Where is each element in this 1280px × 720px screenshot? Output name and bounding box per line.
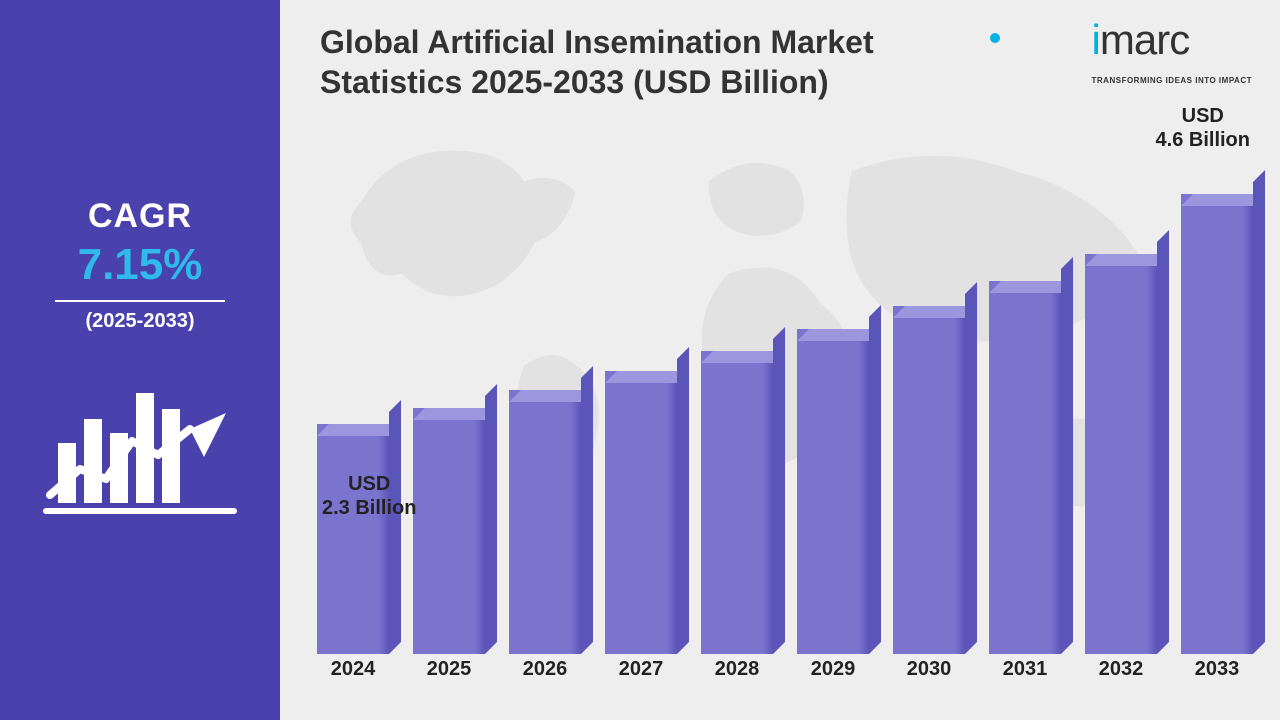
callout-line1: USD [1156, 104, 1250, 128]
title-line1: Global Artificial Insemination Market [320, 24, 874, 60]
callout-line1: USD [322, 472, 416, 496]
bar-side [965, 282, 977, 654]
bar [893, 306, 965, 654]
bar-front [317, 424, 389, 654]
title-line2: Statistics 2025-2033 (USD Billion) [320, 64, 829, 100]
bar-item [316, 424, 390, 654]
bar-side [389, 400, 401, 654]
bar-side [485, 384, 497, 654]
growth-chart-icon [40, 363, 240, 523]
bar [1181, 194, 1253, 654]
bar-side [581, 366, 593, 654]
bars-container [310, 174, 1260, 654]
cagr-period: (2025-2033) [86, 310, 195, 333]
bar [1085, 254, 1157, 654]
x-axis-labels: 2024 2025 2026 2027 2028 2029 2030 2031 2032 2033 [310, 658, 1260, 694]
bar [989, 281, 1061, 654]
bar-item [1180, 194, 1254, 654]
bar-item [508, 390, 582, 654]
bar-item [1084, 254, 1158, 654]
logo-wordmark: imarc [1092, 16, 1252, 64]
divider [55, 300, 225, 302]
logo-dot-icon [990, 33, 1000, 43]
bar [509, 390, 581, 654]
chart-title: Global Artificial Insemination Market St… [320, 22, 874, 102]
x-axis-label: 2032 [1084, 658, 1158, 694]
x-axis-label: 2025 [412, 658, 486, 694]
bar-side [869, 305, 881, 654]
logo-tagline: TRANSFORMING IDEAS INTO IMPACT [1092, 76, 1252, 85]
bar [317, 424, 389, 654]
page: CAGR 7.15% (2025-2033) [0, 0, 1280, 720]
bar-side [1061, 257, 1073, 654]
x-axis-label: 2029 [796, 658, 870, 694]
callout-line2: 4.6 Billion [1156, 128, 1250, 152]
x-axis-label: 2033 [1180, 658, 1254, 694]
x-axis-label: 2027 [604, 658, 678, 694]
bar-side [1157, 230, 1169, 654]
bar-item [604, 371, 678, 654]
x-axis-label: 2024 [316, 658, 390, 694]
bar [605, 371, 677, 654]
bar-item [988, 281, 1062, 654]
end-value-callout: USD 4.6 Billion [1156, 104, 1250, 152]
bar-item [700, 351, 774, 654]
cagr-value: 7.15% [78, 240, 203, 290]
start-value-callout: USD 2.3 Billion [322, 472, 416, 520]
bar [797, 329, 869, 654]
callout-line2: 2.3 Billion [322, 496, 416, 520]
x-axis-label: 2031 [988, 658, 1062, 694]
bar-side [1253, 170, 1265, 654]
bar-front [893, 306, 965, 654]
cagr-label: CAGR [88, 197, 192, 236]
x-axis-label: 2026 [508, 658, 582, 694]
bar-item [796, 329, 870, 654]
bar-front [605, 371, 677, 654]
bar-front [797, 329, 869, 654]
bar-item [892, 306, 966, 654]
main-panel: Global Artificial Insemination Market St… [280, 0, 1280, 720]
bar-front [509, 390, 581, 654]
brand-logo: imarc TRANSFORMING IDEAS INTO IMPACT [1092, 16, 1252, 85]
sidebar-panel: CAGR 7.15% (2025-2033) [0, 0, 280, 720]
bar [701, 351, 773, 654]
bar-front [701, 351, 773, 654]
bar-front [989, 281, 1061, 654]
bar-side [677, 347, 689, 654]
bar-front [1181, 194, 1253, 654]
bar [413, 408, 485, 654]
bar-chart: 2024 2025 2026 2027 2028 2029 2030 2031 2032 2033 [310, 174, 1260, 694]
x-axis-label: 2030 [892, 658, 966, 694]
bar-item [412, 408, 486, 654]
bar-side [773, 327, 785, 654]
bar-front [413, 408, 485, 654]
x-axis-label: 2028 [700, 658, 774, 694]
bar-front [1085, 254, 1157, 654]
